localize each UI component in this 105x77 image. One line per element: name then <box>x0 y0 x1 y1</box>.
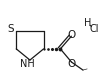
Text: S: S <box>7 24 14 34</box>
Text: Cl: Cl <box>90 24 99 34</box>
Text: NH: NH <box>20 59 35 69</box>
Text: O: O <box>68 30 76 40</box>
Text: O: O <box>68 59 76 69</box>
Text: H: H <box>84 18 91 28</box>
